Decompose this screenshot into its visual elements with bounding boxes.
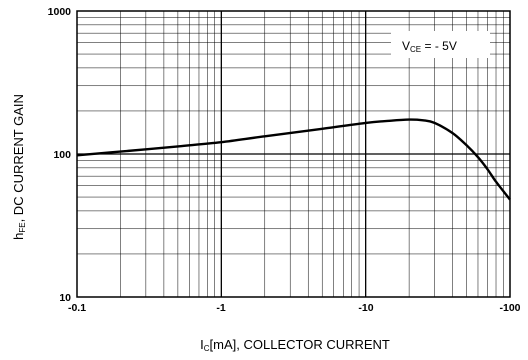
series-line-0 bbox=[77, 120, 510, 200]
x-tick-label-1: -1 bbox=[216, 302, 225, 314]
y-axis-label: hFE, DC CURRENT GAIN bbox=[11, 94, 27, 240]
y-axis-label-main: h bbox=[11, 233, 26, 240]
x-axis-label-rest: [mA], COLLECTOR CURRENT bbox=[210, 337, 390, 352]
y-axis-label-sub: FE bbox=[18, 222, 27, 232]
x-tick-label-10: -10 bbox=[358, 302, 373, 314]
series-curve-group bbox=[77, 120, 510, 200]
legend-sub: CE bbox=[410, 45, 421, 54]
x-tick-label-0.1: -0.1 bbox=[68, 302, 86, 314]
y-axis-label-rest: , DC CURRENT GAIN bbox=[11, 94, 26, 222]
x-tick-label-100: -100 bbox=[499, 302, 520, 314]
legend: VCE = - 5V bbox=[391, 31, 490, 58]
legend-rest: = - 5V bbox=[421, 39, 457, 53]
legend-main: V bbox=[402, 39, 410, 53]
x-axis-label: IC[mA], COLLECTOR CURRENT bbox=[200, 337, 390, 353]
y-tick-label-100: 100 bbox=[53, 149, 71, 161]
y-tick-label-1000: 1000 bbox=[48, 6, 72, 18]
